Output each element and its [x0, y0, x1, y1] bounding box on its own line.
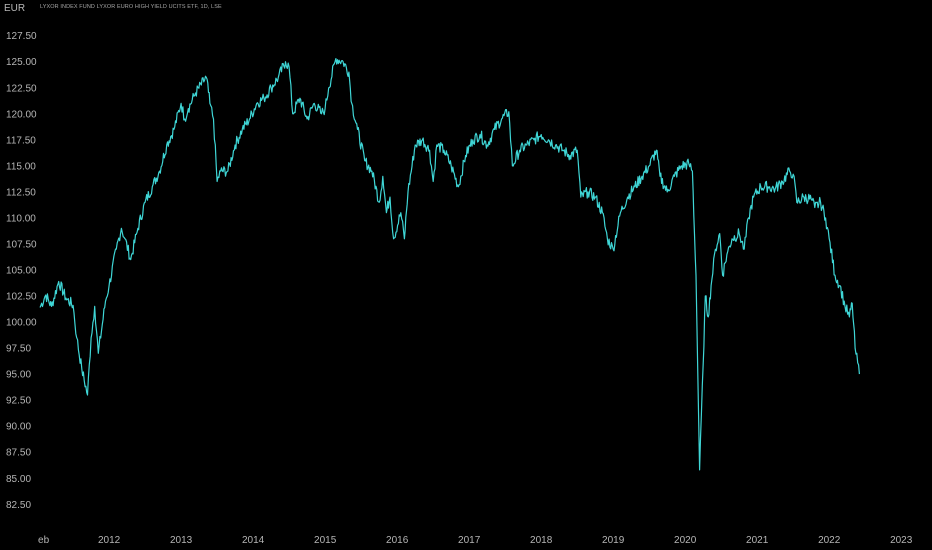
x-axis: eb 2012 2013 2014 2015 2016 2017 2018 2019 2020 20…	[38, 535, 913, 546]
x-tick-label: 2015	[314, 535, 337, 546]
y-tick-label: 95.00	[6, 370, 31, 381]
x-tick-label: eb	[38, 535, 50, 546]
y-tick-label: 120.00	[6, 109, 37, 120]
y-tick-label: 117.50	[6, 135, 36, 146]
y-axis: 127.50 125.00 122.50 120.00 117.50 115.00 112.…	[6, 31, 37, 511]
x-tick-label: 2016	[386, 535, 409, 546]
y-tick-label: 115.00	[6, 161, 36, 172]
y-tick-label: 122.50	[6, 83, 37, 94]
chart-title: LYXOR INDEX FUND LYXOR EURO HIGH YIELD U…	[40, 4, 222, 10]
x-tick-label: 2022	[818, 535, 841, 546]
y-tick-label: 125.00	[6, 57, 37, 68]
y-tick-label: 82.50	[6, 500, 31, 511]
x-tick-label: 2023	[890, 535, 913, 546]
x-tick-label: 2013	[170, 535, 193, 546]
y-tick-label: 110.00	[6, 213, 36, 224]
price-series-line	[39, 58, 860, 471]
y-tick-label: 97.50	[6, 344, 31, 355]
x-tick-label: 2019	[602, 535, 625, 546]
series-layer	[39, 58, 860, 471]
x-tick-label: 2018	[530, 535, 553, 546]
y-tick-label: 102.50	[6, 292, 37, 303]
y-tick-label: 105.00	[6, 266, 37, 277]
x-tick-label: 2020	[674, 535, 697, 546]
x-tick-label: 2012	[98, 535, 121, 546]
y-tick-label: 92.50	[6, 396, 31, 407]
x-tick-label: 2021	[746, 535, 769, 546]
y-tick-label: 100.00	[6, 318, 37, 329]
y-tick-label: 127.50	[6, 31, 37, 42]
y-tick-label: 85.00	[6, 474, 31, 485]
y-tick-label: 107.50	[6, 239, 37, 250]
y-tick-label: 112.50	[6, 187, 36, 198]
x-tick-label: 2014	[242, 535, 265, 546]
currency-label: EUR	[4, 3, 26, 14]
y-tick-label: 87.50	[6, 448, 31, 459]
y-tick-label: 90.00	[6, 422, 31, 433]
x-tick-label: 2017	[458, 535, 481, 546]
